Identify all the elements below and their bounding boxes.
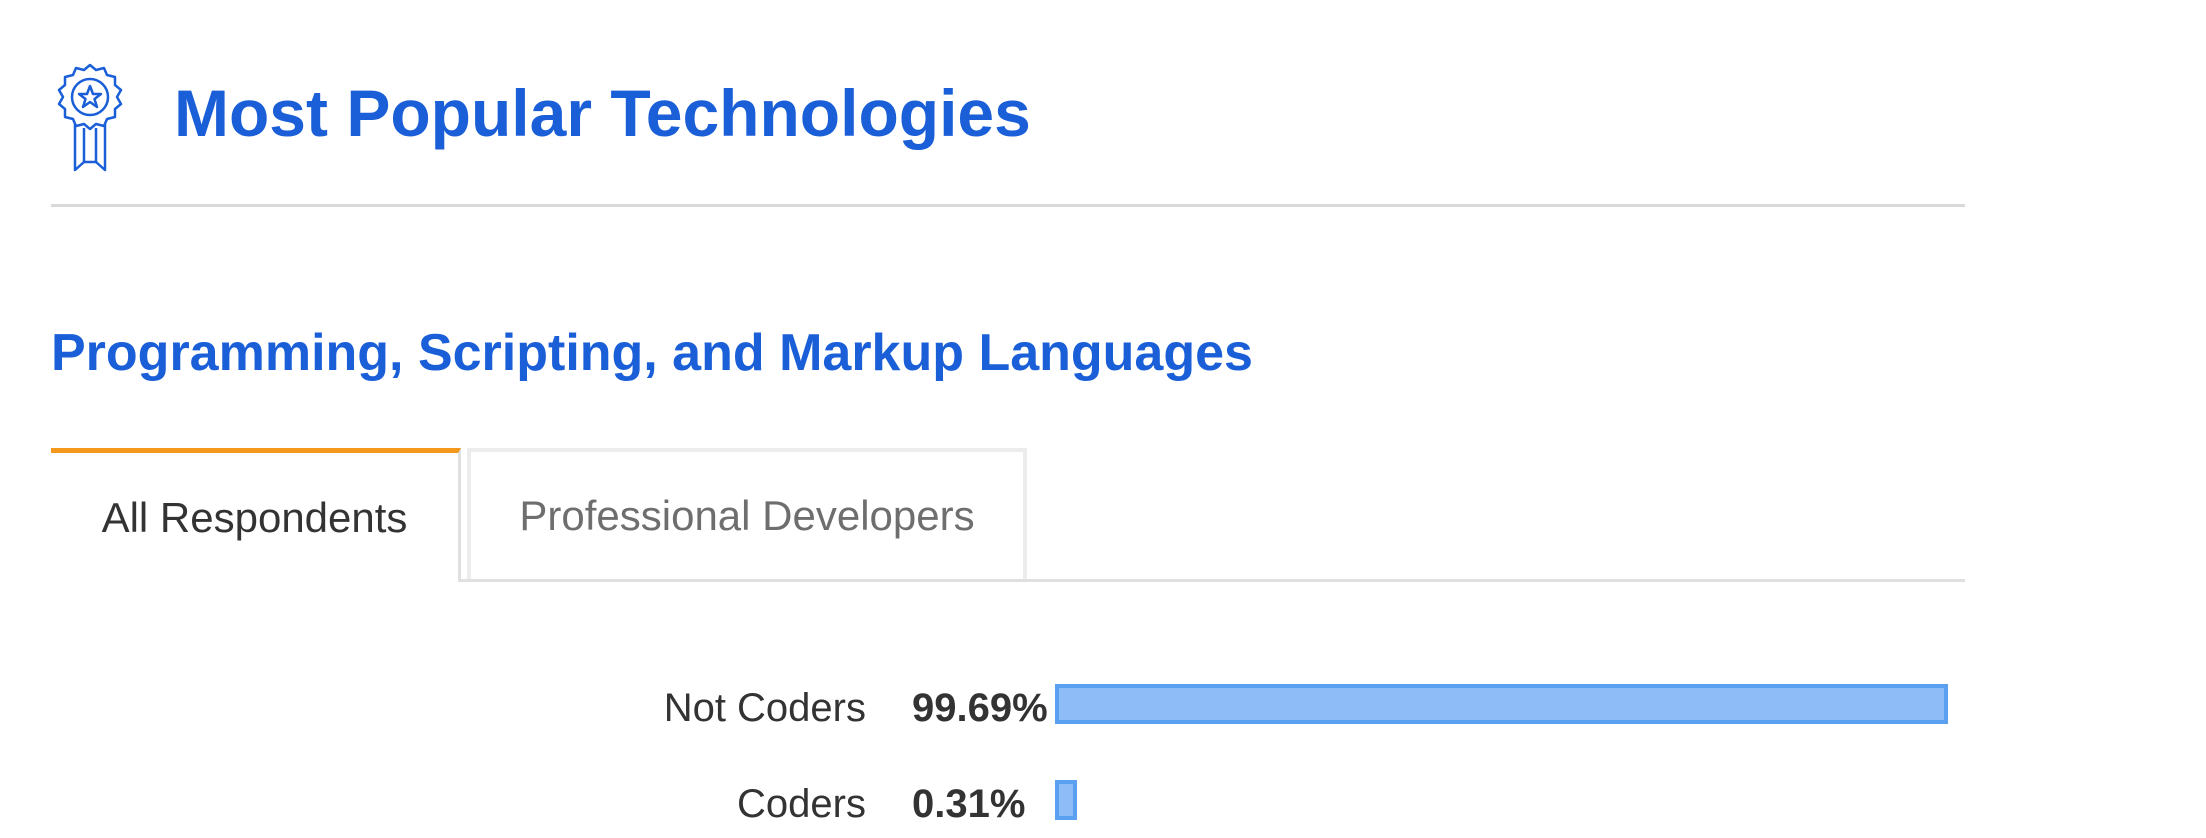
award-ribbon-icon bbox=[57, 63, 123, 172]
bar-label: Not Coders bbox=[663, 686, 866, 730]
bar-chart: Not Coders 99.69% Coders 0.31% bbox=[0, 650, 2206, 838]
bar bbox=[1055, 684, 1949, 724]
bar-label: Coders bbox=[737, 782, 866, 826]
bar-track bbox=[1055, 780, 1951, 820]
tab-professional-developers[interactable]: Professional Developers bbox=[467, 448, 1027, 579]
tab-all-respondents[interactable]: All Respondents bbox=[51, 448, 461, 582]
bar-track bbox=[1055, 684, 1951, 724]
page-title: Most Popular Technologies bbox=[174, 76, 1031, 150]
section-title: Programming, Scripting, and Markup Langu… bbox=[51, 324, 1253, 382]
bar-row-not-coders: Not Coders 99.69% bbox=[0, 678, 2206, 738]
respondent-tabs: All Respondents Professional Developers bbox=[51, 448, 1965, 582]
page-header: Most Popular Technologies bbox=[51, 58, 1965, 207]
bar-value-label: 99.69% bbox=[912, 686, 1048, 730]
bar-row-coders: Coders 0.31% bbox=[0, 774, 2206, 834]
bar bbox=[1055, 780, 1077, 820]
bar-value-label: 0.31% bbox=[912, 782, 1026, 826]
